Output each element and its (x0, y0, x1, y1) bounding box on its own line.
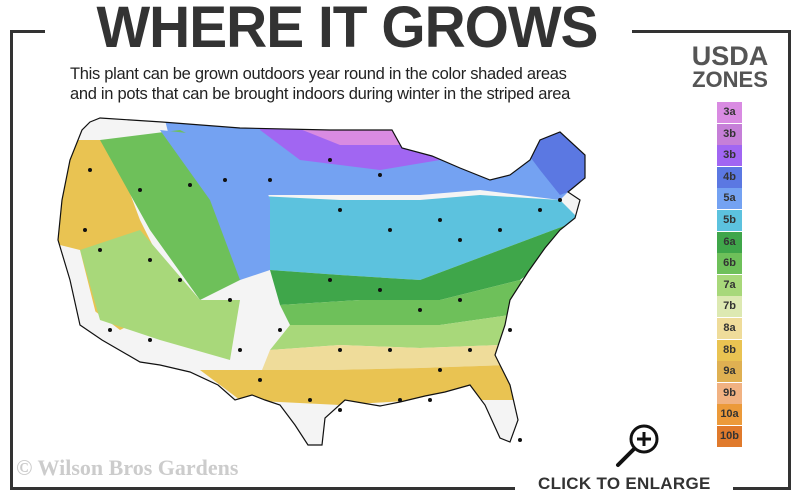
city-dot (338, 408, 342, 412)
legend-zone-10a: 10a (717, 404, 742, 426)
city-dot (278, 328, 282, 332)
city-dot (438, 368, 442, 372)
city-dot (268, 178, 272, 182)
city-dot (378, 288, 382, 292)
city-dot (223, 178, 227, 182)
city-dot (98, 248, 102, 252)
legend-zone-4b: 4b (717, 166, 742, 188)
legend-zone-9b: 9b (717, 382, 742, 404)
city-dot (558, 198, 562, 202)
city-dot (138, 188, 142, 192)
zone-bands (58, 118, 585, 445)
frame-right (788, 30, 791, 490)
legend-title: USDA ZONES (670, 41, 790, 92)
city-dot (458, 298, 462, 302)
frame-left (10, 30, 13, 490)
frame-bottom-left (10, 487, 515, 490)
legend-zone-6b: 6b (717, 253, 742, 275)
city-dot (388, 228, 392, 232)
subtitle-line-2: and in pots that can be brought indoors … (70, 85, 571, 103)
legend-zone-6a: 6a (717, 231, 742, 253)
frame-top-left (10, 30, 45, 33)
city-dot (178, 278, 182, 282)
legend-zone-7a: 7a (717, 274, 742, 296)
zone-legend: 3a 3b 3b 4b 5a 5b 6a 6b 7a 7b 8a 8b 9a 9b 10a 10b (717, 102, 742, 448)
city-dot (148, 258, 152, 262)
city-dot (228, 298, 232, 302)
city-dot (88, 168, 92, 172)
city-dot (388, 348, 392, 352)
city-dot (508, 328, 512, 332)
city-dot (458, 238, 462, 242)
legend-zone-5b: 5b (717, 209, 742, 231)
legend-zone-7b: 7b (717, 296, 742, 318)
legend-zone-5a: 5a (717, 188, 742, 210)
watermark: © Wilson Bros Gardens (16, 455, 239, 480)
legend-zone-10b: 10b (717, 425, 742, 447)
legend-zone-9a: 9a (717, 361, 742, 383)
usda-zone-map[interactable] (40, 100, 640, 460)
city-dot (308, 398, 312, 402)
city-dot (148, 338, 152, 342)
us-outline (57, 117, 586, 446)
subtitle: This plant can be grown outdoors year ro… (70, 64, 630, 104)
city-dot (328, 278, 332, 282)
legend-zone-3b: 3b (717, 145, 742, 167)
city-dot (498, 228, 502, 232)
city-dot (108, 328, 112, 332)
city-dot (238, 348, 242, 352)
city-dot (338, 208, 342, 212)
page-title: WHERE IT GROWS (96, 0, 599, 60)
city-dots (83, 158, 562, 442)
city-dot (328, 158, 332, 162)
click-to-enlarge-button[interactable]: CLICK TO ENLARGE (538, 474, 711, 493)
legend-title-line-2: ZONES (692, 67, 768, 92)
city-dot (398, 398, 402, 402)
subtitle-line-1: This plant can be grown outdoors year ro… (70, 65, 567, 83)
city-dot (188, 183, 192, 187)
city-dot (468, 348, 472, 352)
city-dot (438, 218, 442, 222)
frame-bottom-right (733, 487, 791, 490)
city-dot (83, 228, 87, 232)
legend-zone-3a: 3a (717, 102, 742, 123)
city-dot (418, 308, 422, 312)
legend-zone-3b: 3b (717, 123, 742, 145)
magnifier-plus-icon[interactable] (610, 422, 666, 468)
city-dot (338, 348, 342, 352)
legend-zone-8a: 8a (717, 317, 742, 339)
city-dot (518, 438, 522, 442)
legend-title-line-1: USDA (691, 41, 769, 71)
city-dot (428, 398, 432, 402)
frame-top-right (632, 30, 791, 33)
city-dot (258, 378, 262, 382)
city-dot (538, 208, 542, 212)
city-dot (378, 173, 382, 177)
legend-zone-8b: 8b (717, 339, 742, 361)
